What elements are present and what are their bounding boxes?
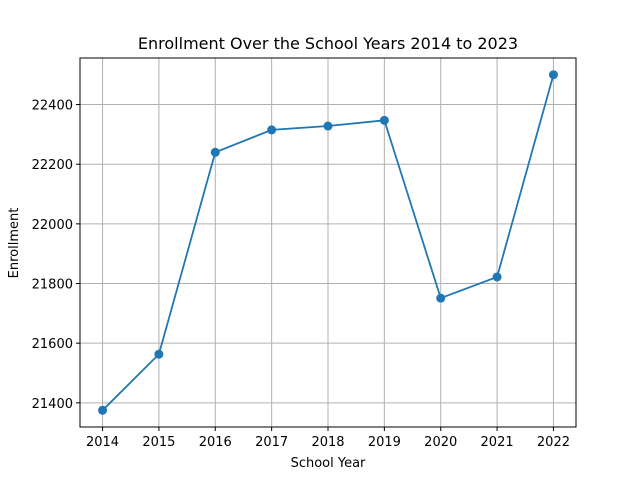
axis-ticks: 2014 2015 2016 2017 2018 2019 2020 2021 2022 2140… [32, 99, 570, 450]
x-tick-label: 2022 [537, 435, 570, 450]
x-tick-label: 2017 [255, 435, 288, 450]
data-point [323, 121, 333, 131]
y-tick-label: 21600 [32, 337, 73, 352]
x-tick-label: 2020 [424, 435, 457, 450]
x-tick-label: 2016 [199, 435, 232, 450]
y-tick-label: 22000 [32, 218, 73, 233]
x-axis-label: School Year [291, 456, 366, 471]
y-tick-label: 22400 [32, 99, 73, 114]
data-point [267, 125, 277, 135]
data-point [98, 405, 108, 415]
data-point [154, 349, 164, 359]
y-tick-label: 21400 [32, 397, 73, 412]
data-point [210, 147, 220, 157]
y-tick-label: 21800 [32, 278, 73, 293]
data-series [98, 70, 558, 415]
x-tick-label: 2019 [368, 435, 401, 450]
data-point [492, 272, 502, 282]
data-point [436, 293, 446, 303]
x-tick-label: 2021 [481, 435, 514, 450]
data-point [548, 70, 558, 80]
x-tick-label: 2014 [86, 435, 119, 450]
y-tick-label: 22200 [32, 158, 73, 173]
x-tick-label: 2018 [311, 435, 344, 450]
chart-title: Enrollment Over the School Years 2014 to… [138, 34, 518, 53]
y-axis-label: Enrollment [7, 208, 22, 279]
data-point [379, 115, 389, 125]
x-tick-label: 2015 [142, 435, 175, 450]
